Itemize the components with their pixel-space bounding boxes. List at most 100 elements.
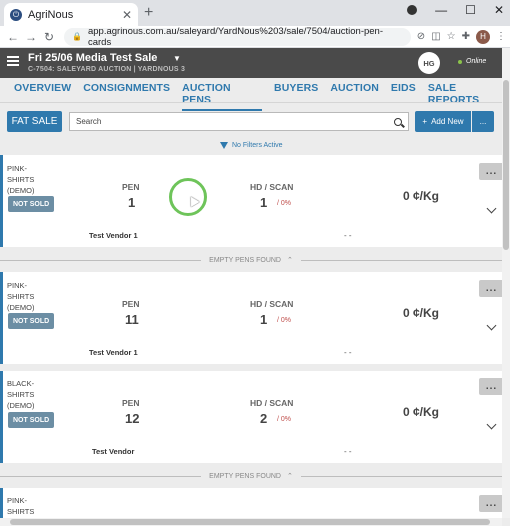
- online-status: Online: [458, 58, 486, 65]
- tab-overview[interactable]: OVERVIEW: [14, 82, 72, 94]
- hamburger-menu-icon[interactable]: [7, 56, 19, 66]
- vertical-scrollbar[interactable]: [502, 48, 510, 518]
- pen-card[interactable]: PINK-SHIRTS (DEMO) NOT SOLD PEN 1 HD / S…: [0, 155, 504, 247]
- pen-more-button[interactable]: ...: [479, 378, 504, 395]
- empty-pens-label[interactable]: EMPTY PENS FOUND ⌃: [201, 256, 301, 265]
- tab-auction-pens[interactable]: AUCTION PENS: [182, 82, 263, 111]
- empty-pens-text: EMPTY PENS FOUND: [209, 256, 281, 264]
- online-dot-icon: [458, 59, 462, 64]
- hd-scan-label: HD / SCAN: [250, 398, 294, 408]
- vertical-scroll-thumb[interactable]: [503, 80, 509, 250]
- fat-sale-button[interactable]: FAT SALE: [7, 111, 62, 132]
- extension-icon[interactable]: ◫: [431, 31, 441, 42]
- add-new-more-button[interactable]: ...: [472, 111, 494, 132]
- horizontal-scrollbar[interactable]: [0, 518, 502, 526]
- forward-icon[interactable]: →: [25, 29, 37, 44]
- browser-tabbar: ⏻ AgriNous ✕ + — ☐ ✕: [0, 0, 510, 26]
- pen-label: PEN: [122, 398, 140, 408]
- chevron-down-icon[interactable]: [486, 203, 497, 214]
- address-bar: ← → ↻ 🔒 app.agrinous.com.au/saleyard/Yar…: [0, 26, 510, 48]
- pen-more-button[interactable]: ...: [479, 280, 504, 297]
- user-avatar[interactable]: HG: [418, 52, 440, 74]
- hd-count: 1: [260, 195, 268, 210]
- menu-kebab-icon[interactable]: ⋮: [496, 31, 506, 42]
- lot-name: PINK-SHIRTS: [7, 496, 35, 516]
- tab-sale-reports[interactable]: SALE REPORTS: [427, 82, 480, 106]
- pen-label: PEN: [122, 299, 140, 309]
- scan-percent: / 0%: [277, 416, 292, 423]
- main-nav: OVERVIEW CONSIGNMENTS AUCTION PENS BUYER…: [14, 82, 510, 111]
- nav-divider: [0, 102, 502, 103]
- tab-consignments[interactable]: CONSIGNMENTS: [83, 82, 171, 94]
- close-window-icon[interactable]: ✕: [493, 3, 504, 17]
- divider-line: [0, 259, 202, 261]
- sale-title[interactable]: Fri 25/06 Media Test Sale: [28, 52, 158, 64]
- pen-more-button[interactable]: ...: [479, 163, 504, 180]
- minimize-icon[interactable]: —: [435, 3, 448, 17]
- status-badge: NOT SOLD: [8, 313, 55, 329]
- hd-scan-label: HD / SCAN: [250, 299, 294, 309]
- filters-label: No Filters Active: [232, 142, 283, 149]
- window-controls: — ☐ ✕: [407, 3, 504, 17]
- status-badge: NOT SOLD: [8, 412, 55, 428]
- lot-name: BLACK-SHIRTS (DEMO): [7, 379, 35, 410]
- chevron-up-icon: ⌃: [286, 473, 293, 480]
- agrinous-favicon-icon: ⏻: [10, 8, 22, 21]
- divider-line: [0, 475, 202, 477]
- lot-name: PINK-SHIRTS (DEMO): [7, 164, 35, 195]
- filters-status[interactable]: No Filters Active: [220, 142, 283, 149]
- price: 0 ¢/Kg: [403, 405, 440, 419]
- pen-number: 1: [128, 195, 136, 210]
- vendor-name: Test Vendor: [92, 447, 135, 456]
- status-badge: NOT SOLD: [8, 196, 55, 212]
- scan-percent: / 0%: [277, 317, 292, 324]
- tab-auction[interactable]: AUCTION: [330, 82, 379, 94]
- url-field[interactable]: 🔒 app.agrinous.com.au/saleyard/YardNous%…: [64, 25, 411, 48]
- sale-subtitle: C-7504: SALEYARD AUCTION | YARDNOUS 3: [28, 66, 186, 73]
- price: 0 ¢/Kg: [403, 306, 440, 320]
- tab-eids[interactable]: EIDS: [390, 82, 416, 94]
- hd-count: 2: [260, 411, 268, 426]
- hd-count: 1: [260, 312, 268, 327]
- sale-dropdown-caret-icon[interactable]: ▼: [173, 54, 181, 63]
- camera-blocked-icon[interactable]: ⊘: [416, 31, 426, 42]
- empty-pens-label[interactable]: EMPTY PENS FOUND ⌃: [201, 472, 301, 481]
- tab-title: AgriNous: [28, 8, 74, 21]
- tab-buyers[interactable]: BUYERS: [274, 82, 319, 94]
- profile-avatar[interactable]: H: [476, 29, 490, 44]
- loading-spinner-icon: [169, 178, 207, 216]
- record-icon[interactable]: [407, 5, 418, 15]
- online-status-text: Online: [466, 58, 487, 65]
- reload-icon[interactable]: ↻: [43, 29, 55, 44]
- buyer-placeholder: - -: [344, 447, 352, 456]
- puzzle-icon[interactable]: ✚: [461, 31, 470, 42]
- maximize-icon[interactable]: ☐: [465, 3, 476, 17]
- pen-card[interactable]: PINK-SHIRTS (DEMO) NOT SOLD PEN 11 HD / …: [0, 272, 504, 364]
- bookmark-star-icon[interactable]: ☆: [446, 31, 456, 42]
- pen-card[interactable]: PINK-SHIRTS ...: [0, 488, 504, 518]
- chevron-down-icon[interactable]: [486, 419, 497, 430]
- divider-line: [300, 259, 503, 261]
- horizontal-scroll-thumb[interactable]: [10, 519, 490, 525]
- pen-card[interactable]: BLACK-SHIRTS (DEMO) NOT SOLD PEN 12 HD /…: [0, 371, 504, 463]
- pen-more-button[interactable]: ...: [479, 495, 504, 512]
- extension-icons: ⊘ ◫ ☆ ✚ H ⋮: [416, 29, 506, 44]
- chevron-up-icon: ⌃: [286, 257, 293, 264]
- price: 0 ¢/Kg: [403, 189, 440, 203]
- add-new-button[interactable]: + Add New: [415, 111, 471, 132]
- vendor-name: Test Vendor 1: [89, 231, 138, 240]
- search-input[interactable]: Search: [69, 112, 409, 131]
- search-icon[interactable]: [394, 117, 402, 126]
- lot-name: PINK-SHIRTS (DEMO): [7, 281, 35, 312]
- divider-line: [300, 475, 503, 477]
- url-text: app.agrinous.com.au/saleyard/YardNous%20…: [87, 25, 384, 48]
- back-icon[interactable]: ←: [7, 29, 19, 44]
- close-tab-icon[interactable]: ✕: [121, 7, 132, 22]
- scan-percent: / 0%: [277, 200, 292, 207]
- new-tab-icon[interactable]: +: [144, 4, 154, 21]
- chevron-down-icon[interactable]: [486, 320, 497, 331]
- browser-tab[interactable]: ⏻ AgriNous ✕: [4, 3, 138, 26]
- hd-scan-label: HD / SCAN: [250, 182, 294, 192]
- pen-number: 12: [125, 411, 140, 426]
- buyer-placeholder: - -: [344, 348, 352, 357]
